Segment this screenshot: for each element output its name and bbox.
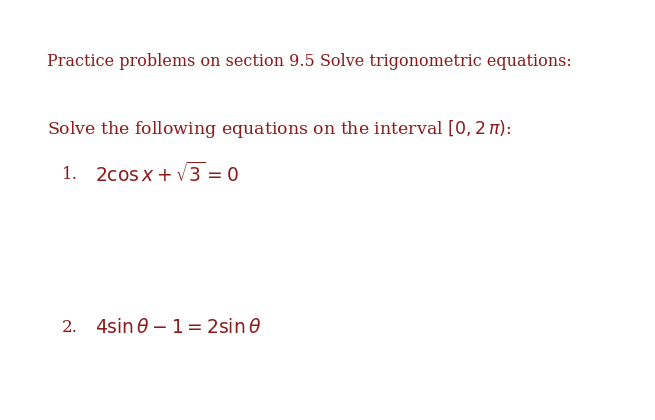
Text: 1.: 1. (62, 166, 78, 183)
Text: $2\cos x + \sqrt{3} = 0$: $2\cos x + \sqrt{3} = 0$ (95, 162, 239, 186)
Text: Practice problems on section 9.5 Solve trigonometric equations:: Practice problems on section 9.5 Solve t… (47, 52, 572, 69)
Text: 2.: 2. (62, 319, 78, 336)
Text: $4\sin\theta - 1 = 2\sin\theta$: $4\sin\theta - 1 = 2\sin\theta$ (95, 318, 261, 337)
Text: Solve the following equations on the interval $[0, 2\,\pi)$:: Solve the following equations on the int… (47, 118, 512, 139)
